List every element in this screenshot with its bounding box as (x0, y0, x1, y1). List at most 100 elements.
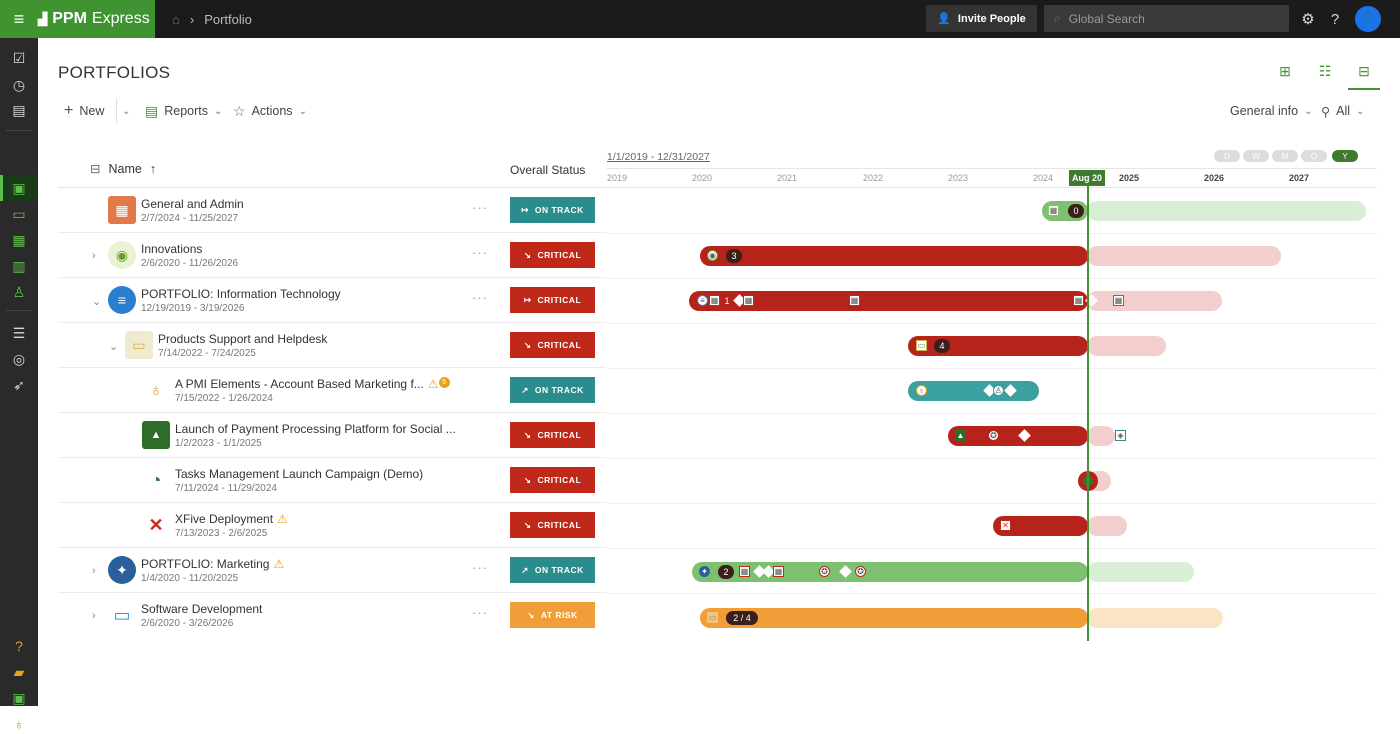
more-options-icon[interactable]: ··· (472, 605, 488, 620)
status-column-header[interactable]: Overall Status (510, 163, 586, 177)
more-options-icon[interactable]: ··· (472, 245, 488, 260)
more-options-icon[interactable]: ··· (472, 290, 488, 305)
milestone-icon[interactable]: ▭ (916, 340, 927, 351)
timeline-view-icon[interactable]: ⊟ (1358, 62, 1370, 79)
milestone-icon[interactable]: ▦ (709, 295, 720, 306)
gantt-bar-future[interactable] (1087, 246, 1281, 266)
collapse-chevron-icon[interactable]: ⌄ (92, 296, 102, 308)
table-row[interactable]: › ◉ Innovations 2/6/2020 - 11/26/2026 ··… (58, 233, 606, 278)
invite-people-button[interactable]: 👤 Invite People (926, 5, 1037, 32)
scale-year[interactable]: Y (1332, 150, 1358, 162)
user-avatar[interactable]: 👤 (1355, 6, 1381, 32)
milestone-icon[interactable]: ▦ (773, 566, 784, 577)
table-row[interactable]: ▲ Launch of Payment Processing Platform … (58, 413, 606, 458)
milestone-icon[interactable]: ▦ (739, 566, 750, 577)
gantt-bar[interactable]: ✕ (993, 516, 1088, 536)
gantt-bar-future[interactable] (1087, 201, 1366, 221)
milestone-icon[interactable]: ▦ (849, 295, 860, 306)
reports-icon[interactable]: ▤ (12, 101, 26, 118)
row-name[interactable]: Launch of Payment Processing Platform fo… (175, 422, 456, 436)
recent-clock-icon[interactable]: ◷ (12, 76, 26, 93)
milestone-icon[interactable]: ▦ (1113, 295, 1124, 306)
gantt-bar[interactable]: ▦ 0 (1042, 201, 1088, 221)
table-row[interactable]: ⌄ ▭ Products Support and Helpdesk 7/14/2… (58, 323, 606, 368)
gantt-bar-future[interactable] (1087, 336, 1166, 356)
gantt-bar-future[interactable] (1087, 291, 1222, 311)
people-icon[interactable]: ♙ (12, 283, 26, 300)
gantt-bar[interactable]: ▭ 4 (908, 336, 1088, 356)
scale-day[interactable]: D (1214, 150, 1240, 162)
milestone-icon[interactable]: ▭ (707, 612, 718, 623)
help-icon[interactable]: ? (1330, 10, 1340, 28)
milestone-icon[interactable]: ✦ (699, 566, 710, 577)
gantt-bar-future[interactable] (1087, 516, 1127, 536)
portfolios-icon[interactable]: ▣ (12, 179, 26, 196)
hamburger-menu-icon[interactable]: ≡ (13, 8, 25, 29)
milestone-icon[interactable]: ≡ (697, 295, 708, 306)
settings-gear-icon[interactable]: ⚙ (1301, 11, 1315, 28)
gantt-bar[interactable]: ♁ ♙ (908, 381, 1039, 401)
table-row[interactable]: ◔ Tasks Management Launch Campaign (Demo… (58, 458, 606, 503)
roadmap-icon[interactable]: ☰ (12, 324, 26, 341)
milestone-icon[interactable]: ▲ (955, 430, 966, 441)
gantt-bar-future[interactable] (1087, 426, 1115, 446)
gantt-bar[interactable]: ▭ 2 / 4 (700, 608, 1088, 628)
milestone-icon[interactable]: ✪ (819, 566, 830, 577)
programs-icon[interactable]: ▭ (12, 205, 26, 222)
row-name[interactable]: General and Admin (141, 197, 244, 211)
chat-icon[interactable]: ▰ (13, 663, 25, 680)
reports-button[interactable]: ▤ Reports ⌄ (145, 101, 222, 121)
table-row[interactable]: ⌄ ≡ PORTFOLIO: Information Technology 12… (58, 278, 606, 323)
scale-week[interactable]: W (1243, 150, 1269, 162)
timeline-date-range[interactable]: 1/1/2019 - 12/31/2027 (607, 151, 710, 163)
table-row[interactable]: ✕ XFive Deployment ⚠ 7/13/2023 - 2/6/2025… (58, 503, 606, 548)
feedback-icon[interactable]: ? (15, 638, 23, 654)
filter-button[interactable]: ⚲ All ⌄ (1321, 101, 1364, 121)
milestone-icon[interactable]: ♁ (916, 385, 927, 396)
milestone-icon[interactable]: ✪ (988, 430, 999, 441)
new-button[interactable]: + New (64, 101, 104, 121)
expand-chevron-icon[interactable]: › (92, 250, 96, 262)
resources-icon[interactable]: ▥ (12, 257, 26, 274)
global-search-input[interactable]: ⌕ Global Search (1044, 5, 1289, 32)
view-selector[interactable]: General info ⌄ (1230, 101, 1313, 121)
milestone-icon[interactable]: ♙ (993, 385, 1004, 396)
milestone-icon[interactable]: ▦ (743, 295, 754, 306)
row-name[interactable]: Tasks Management Launch Campaign (Demo) (175, 467, 424, 481)
rocket-icon[interactable]: ➶ (13, 376, 25, 393)
gantt-bar[interactable]: ≡ ▦ 1 ▦ ▦ ▦ (689, 291, 1098, 311)
milestone-diamond[interactable] (1018, 429, 1031, 442)
expand-chevron-icon[interactable]: › (92, 565, 96, 577)
milestone-icon[interactable]: ◉ (707, 250, 718, 261)
warning-icon[interactable]: ⚠ (277, 512, 288, 526)
table-row[interactable]: › ▭ Software Development 2/6/2020 - 3/26… (58, 593, 606, 638)
milestone-diamond[interactable] (1004, 384, 1017, 397)
row-name[interactable]: Software Development (141, 602, 263, 616)
milestone-diamond[interactable] (839, 565, 852, 578)
milestone-icon[interactable]: ✕ (1000, 520, 1011, 531)
home-icon[interactable]: ⌂ (172, 11, 180, 27)
table-row[interactable]: ♁ A PMI Elements - Account Based Marketi… (58, 368, 606, 413)
row-name[interactable]: PORTFOLIO: Marketing ⚠ (141, 557, 284, 571)
grid-view-icon[interactable]: ⊞ (1279, 62, 1291, 79)
scale-month[interactable]: M (1272, 150, 1298, 162)
warning-icon[interactable]: ⚠ (273, 557, 285, 571)
gantt-bar[interactable]: ◉ 3 (700, 246, 1088, 266)
lightbulb-icon[interactable]: ♁ (13, 716, 25, 732)
gantt-bar-future[interactable] (1087, 608, 1223, 628)
collapse-chevron-icon[interactable]: ⌄ (109, 341, 119, 353)
new-dropdown-button[interactable]: ⌄ (122, 101, 130, 121)
breadcrumb-portfolio[interactable]: Portfolio (204, 11, 252, 27)
table-row[interactable]: ▦ General and Admin 2/7/2024 - 11/25/202… (58, 188, 606, 233)
gantt-bar[interactable]: ▲ ✪ (948, 426, 1088, 446)
row-name[interactable]: Innovations (141, 242, 203, 256)
milestone-icon[interactable]: ✪ (855, 566, 866, 577)
more-options-icon[interactable]: ··· (472, 560, 488, 575)
name-column-header[interactable]: ⊟ Name ↑ (90, 161, 156, 177)
scale-quarter[interactable]: Q (1301, 150, 1327, 162)
gantt-bar-future[interactable] (1087, 562, 1194, 582)
milestone-icon[interactable]: ▦ (1048, 205, 1059, 216)
row-name[interactable]: A PMI Elements - Account Based Marketing… (175, 377, 450, 391)
gantt-bar[interactable]: ✦ 2 ▦ ▦ ✪ ✪ (692, 562, 1088, 582)
milestone-icon[interactable]: ▦ (1073, 295, 1084, 306)
